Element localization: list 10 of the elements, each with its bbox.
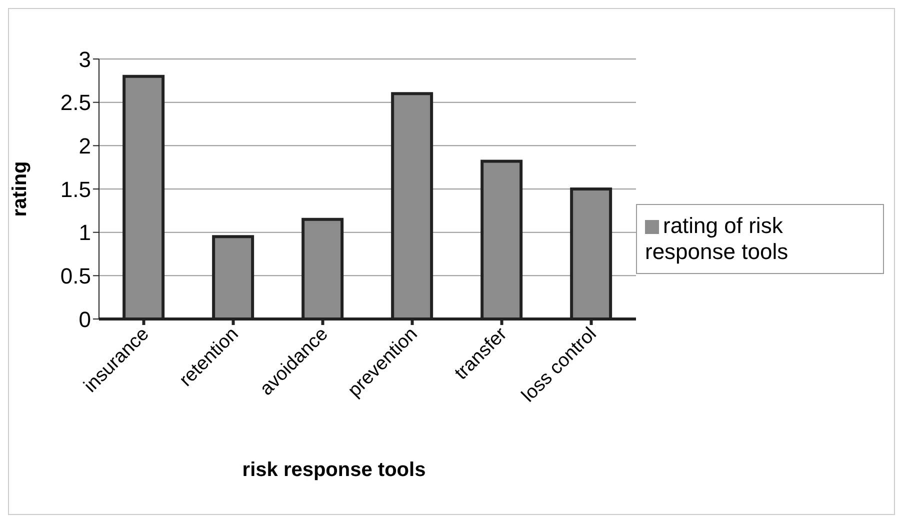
y-tick-label: 1 (78, 220, 91, 246)
y-tick-label: 1.5 (60, 176, 91, 202)
x-axis-title: risk response tools (241, 459, 427, 482)
y-axis-title: rating (9, 161, 32, 217)
y-tick-label: 0.5 (60, 263, 91, 288)
y-tick-label: 3 (78, 46, 91, 72)
y-tick-label: 2.5 (60, 90, 91, 116)
y-tick-label: 2 (78, 133, 91, 158)
legend-label: rating of risk response tools (645, 213, 788, 264)
y-tick-label: 0 (78, 306, 91, 332)
